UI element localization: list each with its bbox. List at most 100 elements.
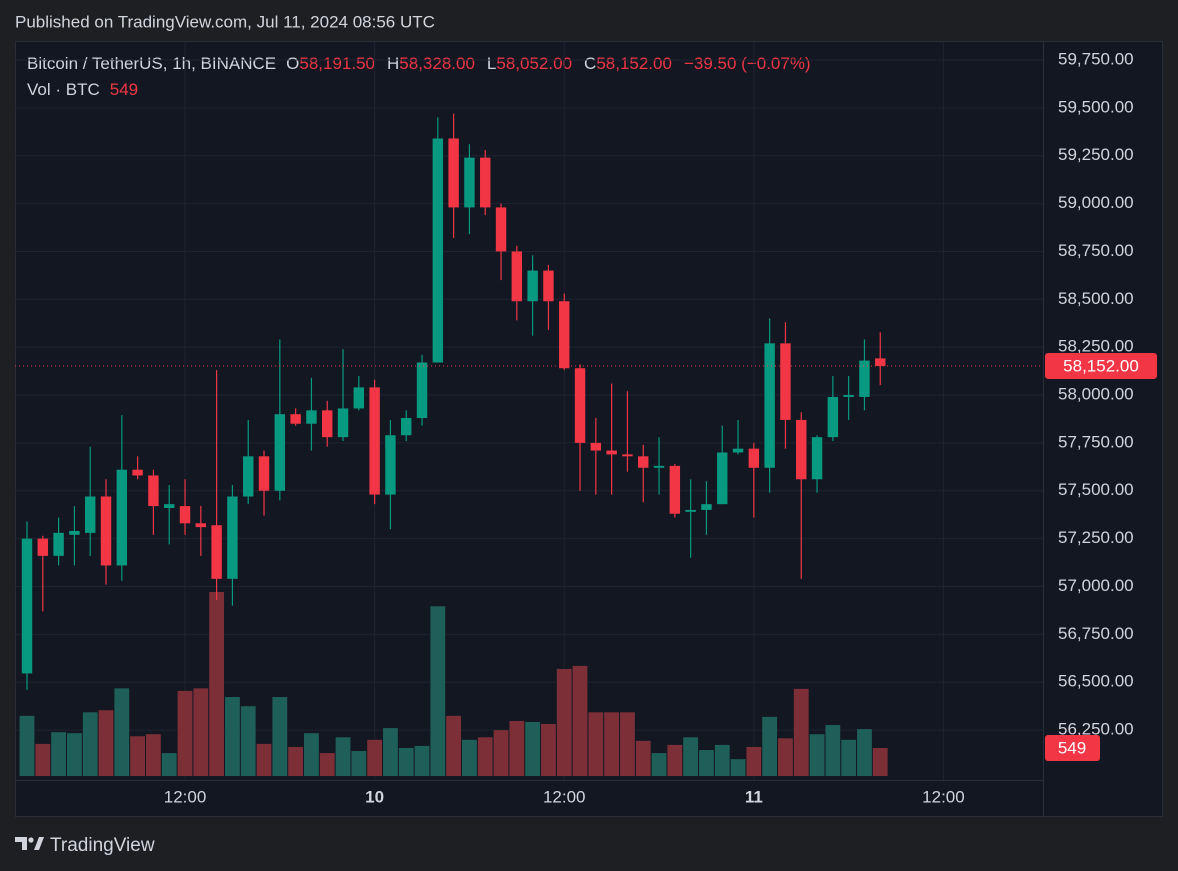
candle-body (780, 343, 791, 420)
candle-body (764, 343, 775, 468)
volume-bar (414, 745, 430, 776)
legend-ohlc-value: 58,052.00 (496, 54, 572, 73)
volume-bar (857, 729, 872, 776)
volume-bar (146, 734, 161, 776)
volume-bar (525, 721, 541, 776)
volume-bar (651, 753, 667, 776)
candle-body (148, 475, 159, 507)
volume-bar (699, 750, 714, 776)
logo-slash (34, 837, 44, 850)
candle-body (353, 387, 365, 409)
candle-body (622, 454, 633, 457)
logo-mark (15, 837, 27, 850)
volume-bar (225, 696, 240, 776)
volume-bar (193, 688, 209, 776)
volume-bar (730, 759, 746, 776)
candle-body (258, 456, 270, 491)
y-tick-label: 59,750.00 (1058, 49, 1134, 68)
candle-body (227, 496, 238, 579)
candle-body (480, 157, 491, 208)
candle-body (211, 525, 222, 579)
legend-ohlc-key: O (286, 54, 299, 73)
candle-body (179, 506, 191, 524)
y-tick-label: 59,250.00 (1058, 145, 1134, 164)
candle-body (448, 138, 459, 208)
volume-bar (714, 744, 730, 776)
candle-body (274, 414, 286, 491)
candle-body (37, 538, 49, 556)
candle-body (21, 538, 33, 674)
volume-bar (541, 724, 556, 776)
volume-bar (51, 732, 67, 776)
volume-bar (19, 715, 35, 776)
volume-legend: Vol · BTC 549 (27, 80, 138, 99)
candle-body (638, 456, 649, 468)
volume-bar (556, 668, 572, 776)
volume-bar (319, 753, 335, 776)
y-tick-label: 56,750.00 (1058, 624, 1134, 643)
x-tick-label: 10 (365, 787, 384, 806)
candle-body (337, 408, 349, 438)
volume-bar (588, 712, 604, 776)
candle-body (717, 452, 728, 505)
volume-bar (177, 690, 193, 776)
candle-body (653, 465, 665, 468)
volume-bar (130, 736, 146, 776)
volume-bar (493, 730, 509, 776)
candle-body (574, 368, 586, 443)
candle-body (669, 465, 681, 514)
candle-body (685, 509, 696, 512)
volume-bar (793, 688, 809, 776)
volume-bar (841, 739, 857, 776)
legend-change: −39.50 (−0.07%) (684, 54, 811, 73)
candle-body (132, 469, 143, 476)
volume-bar (572, 665, 588, 776)
volume-last-box (1045, 735, 1100, 762)
x-tick-label: 11 (745, 787, 763, 806)
legend-line: Bitcoin / TetherUS, 1h, BINANCE O58,191.5… (27, 54, 811, 73)
volume-value: 549 (110, 80, 138, 99)
volume-bar (256, 743, 272, 776)
volume-bar (477, 737, 493, 776)
volume-bar (35, 743, 51, 776)
volume-bar (351, 751, 367, 776)
y-tick-label: 59,500.00 (1058, 97, 1134, 116)
volume-bar (635, 740, 651, 776)
candle-body (464, 157, 475, 208)
volume-bar (98, 710, 114, 776)
candle-body (416, 362, 428, 419)
candle-body (511, 251, 523, 302)
volume-bar (114, 688, 130, 776)
candle-body (827, 396, 839, 438)
candle-body (590, 442, 602, 451)
candle-body (559, 301, 570, 369)
volume-bar (825, 725, 841, 776)
candle-body (306, 410, 317, 424)
volume-bar (430, 606, 446, 776)
y-tick-label: 57,000.00 (1058, 576, 1134, 595)
volume-bar (272, 696, 288, 776)
x-tick-label: 12:00 (922, 787, 965, 806)
candle-body (164, 504, 175, 508)
published-note: Published on TradingView.com, Jul 11, 20… (15, 12, 435, 31)
volume-bar (762, 716, 778, 776)
candle-body (195, 523, 207, 528)
volume-bar (304, 733, 319, 776)
candle-body (732, 448, 744, 453)
candle-body (701, 504, 712, 510)
volume-bar (240, 706, 256, 776)
volume-bar (872, 748, 888, 776)
volume-bar (462, 739, 477, 776)
candle-body (748, 448, 760, 468)
x-tick-label: 12:00 (164, 787, 207, 806)
last-price-box (1045, 352, 1157, 379)
volume-bar (778, 738, 793, 776)
candle-body (495, 207, 507, 252)
candle-body (401, 418, 412, 436)
y-tick-label: 58,500.00 (1058, 289, 1134, 308)
candle-body (84, 496, 96, 533)
volume-last-label: 549 (1058, 739, 1086, 758)
y-tick-label: 58,000.00 (1058, 385, 1134, 404)
volume-bar (383, 728, 398, 776)
